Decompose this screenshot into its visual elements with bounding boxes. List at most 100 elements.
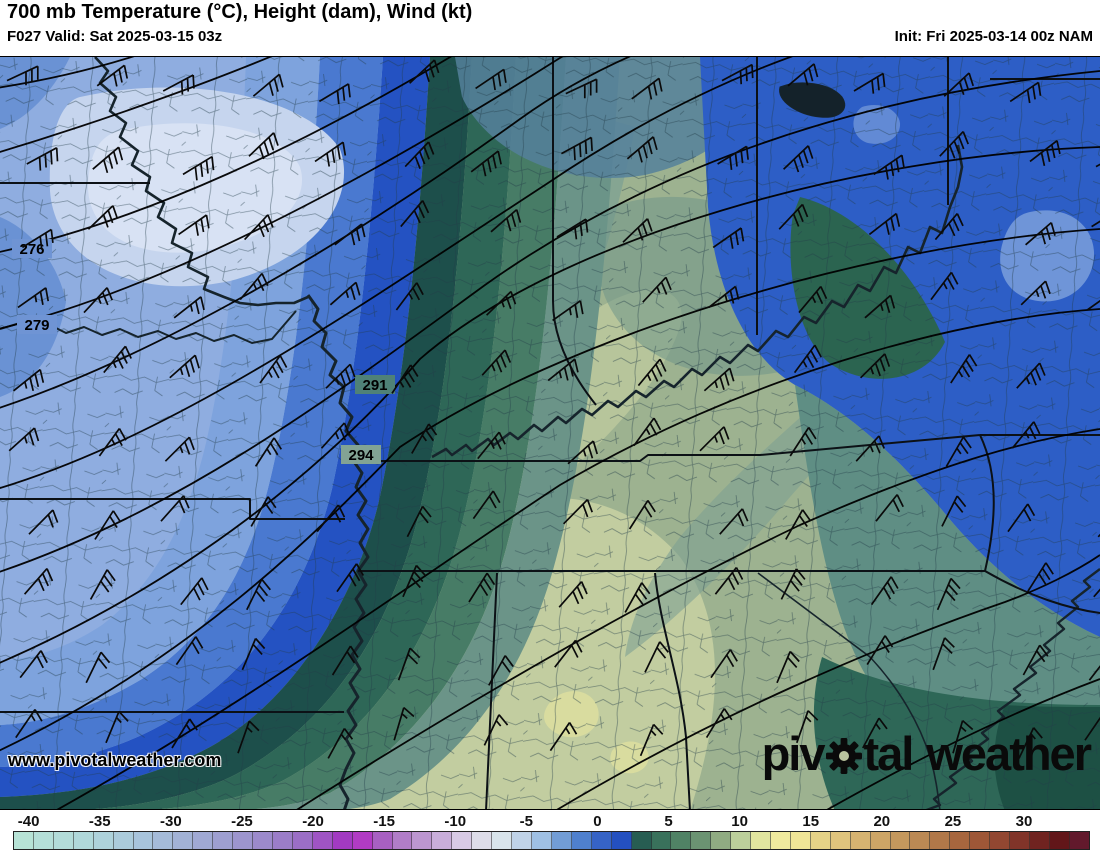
colorbar-cell <box>173 832 194 849</box>
wind-barb <box>875 494 904 522</box>
colorbar-cell <box>930 832 951 849</box>
wind-barb <box>246 578 271 611</box>
header: 700 mb Temperature (°C), Height (dam), W… <box>0 0 1100 56</box>
wind-barb <box>19 650 48 679</box>
colorbar-cell <box>233 832 254 849</box>
colorbar-cell <box>272 832 293 849</box>
wind-barb <box>793 344 822 374</box>
contour-label-bg <box>341 445 381 464</box>
colorbar-cell <box>113 832 134 849</box>
colorbar-tick: 30 <box>1015 813 1033 830</box>
wind-barb <box>860 353 891 379</box>
colorbar-cell <box>810 832 831 849</box>
brand-logo: piv tal weather <box>762 727 1092 780</box>
wind-barb <box>182 155 215 181</box>
wind-barb <box>870 576 899 606</box>
wind-barb <box>708 285 740 309</box>
wind-barb <box>795 710 819 744</box>
colorbar-cell <box>53 832 74 849</box>
wind-barb <box>936 577 961 611</box>
wind-barb <box>404 141 435 170</box>
colorbar-cell <box>1030 832 1050 849</box>
colorbar-cell <box>771 832 791 849</box>
wind-barb <box>721 63 754 85</box>
wind-barb <box>248 132 279 160</box>
wind-barb <box>254 437 283 467</box>
gear-icon <box>825 737 862 774</box>
wind-barb <box>1016 362 1046 389</box>
wind-barb <box>941 495 967 527</box>
wind-barb <box>556 218 589 240</box>
contour-label: 294 <box>348 447 374 464</box>
wind-barb <box>778 203 809 230</box>
wind-barb <box>705 708 733 739</box>
colorbar-tick: -5 <box>519 813 533 830</box>
colorbar-cell <box>372 832 393 849</box>
wind-barb <box>178 214 210 236</box>
colorbar-cell <box>970 832 991 849</box>
colorbar-cell <box>790 832 811 849</box>
wind-barb <box>483 714 509 746</box>
contour-label: 279 <box>24 317 49 334</box>
wind-barb <box>703 367 735 392</box>
wind-barb <box>318 83 351 105</box>
lake-erie <box>779 82 846 118</box>
colorbar-cell <box>213 832 234 849</box>
wind-barb <box>631 77 663 100</box>
wind-barb <box>699 426 730 452</box>
wind-barb <box>862 717 888 749</box>
wind-barb <box>639 723 664 757</box>
wind-barb <box>237 720 260 754</box>
colorbar-cell <box>133 832 154 849</box>
wind-barb <box>169 354 200 379</box>
colorbar-footer: -40 -35 -30 -25 -20 -15 -10 -5 0 5 10 15 20 25 30 <box>0 810 1100 850</box>
wind-barb <box>173 296 205 319</box>
colorbar-tick: -10 <box>444 813 467 830</box>
colorbar-cell <box>1069 832 1089 849</box>
wind-barb <box>798 285 828 314</box>
contour-label: 291 <box>362 377 387 394</box>
colorbar-tick: 20 <box>873 813 891 830</box>
wind-barb <box>85 651 111 684</box>
colorbar-tick: 5 <box>664 813 673 830</box>
colorbar-cell <box>312 832 333 849</box>
wind-barb <box>259 355 288 384</box>
watermark: www.pivotalweather.com <box>8 750 222 770</box>
wind-barb <box>316 504 346 533</box>
wind-barb <box>164 436 195 462</box>
wind-barb <box>239 272 269 301</box>
wind-barb <box>250 496 277 527</box>
wind-barb <box>642 276 672 303</box>
wind-barb <box>406 505 432 538</box>
wind-barb <box>624 582 651 613</box>
colorbar-cell <box>990 832 1011 849</box>
wind-barb <box>490 208 522 233</box>
colorbar-cell <box>751 832 772 849</box>
colorbar-cell <box>651 832 672 849</box>
wind-barb <box>710 649 738 679</box>
logo-tal: tal <box>863 727 915 780</box>
wind-barb <box>622 218 653 243</box>
colorbar-tick: 25 <box>944 813 962 830</box>
wind-barb <box>325 363 356 389</box>
wind-barb <box>934 213 964 241</box>
colorbar-cell <box>850 832 871 849</box>
wind-barb <box>945 436 972 467</box>
wind-barb <box>89 569 116 600</box>
wind-barb <box>393 706 415 741</box>
colorbar <box>13 831 1090 850</box>
wind-barb <box>475 68 507 91</box>
wind-barb <box>96 64 129 87</box>
wind-barb <box>98 428 127 457</box>
wind-barb <box>644 641 669 673</box>
wind-barb <box>402 564 427 598</box>
wind-barb <box>28 509 59 535</box>
wind-barb <box>336 563 365 593</box>
colorbar-cell <box>392 832 413 849</box>
wind-barb <box>547 358 579 382</box>
wind-barb <box>628 499 656 530</box>
wind-barb <box>331 645 359 676</box>
wind-barb <box>554 639 583 668</box>
colorbar-cell <box>731 832 752 849</box>
